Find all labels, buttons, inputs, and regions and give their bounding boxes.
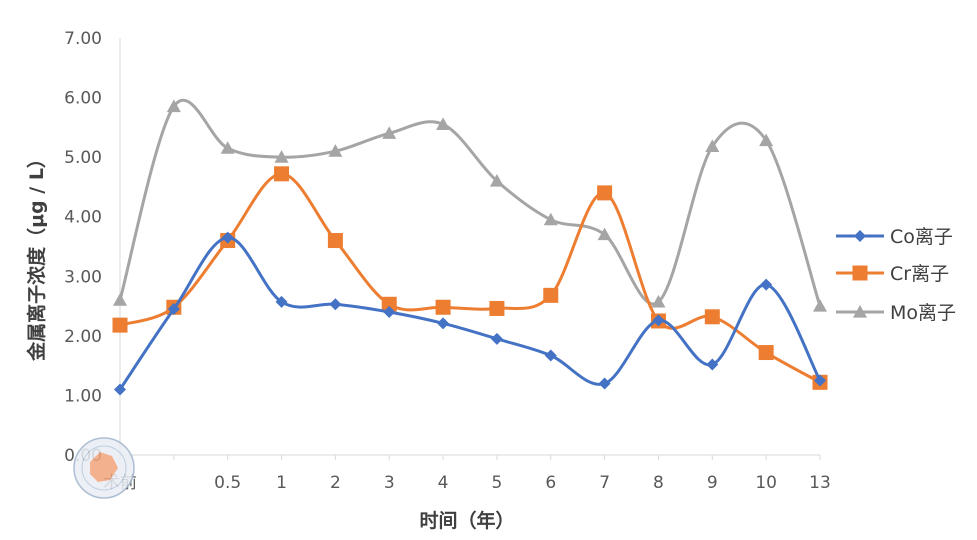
data-point <box>166 99 181 113</box>
x-tick-label: 7 <box>599 473 610 493</box>
x-tick-label: 2 <box>330 473 341 493</box>
x-tick-label: 8 <box>653 473 664 493</box>
series-1 <box>114 231 826 396</box>
series-2 <box>112 166 828 390</box>
x-tick-label: 3 <box>384 473 395 493</box>
x-tick-label: 4 <box>438 473 449 493</box>
data-point <box>490 332 503 345</box>
data-point <box>813 299 827 312</box>
data-point <box>652 314 665 327</box>
data-point <box>275 295 288 308</box>
data-point <box>543 287 559 303</box>
data-point <box>758 345 774 361</box>
x-axis-title: 时间（年） <box>419 509 514 532</box>
data-point <box>814 374 826 387</box>
x-tick-label: 0.5 <box>214 473 241 493</box>
data-point <box>489 300 505 316</box>
legend-label: Co离子 <box>890 226 953 248</box>
legend-marker <box>852 265 868 281</box>
data-point <box>329 298 342 311</box>
x-tick-label: 6 <box>545 473 556 493</box>
chart-axes <box>119 38 821 460</box>
series-line <box>118 98 822 307</box>
y-tick-label: 2.00 <box>64 327 102 347</box>
y-tick-label: 6.00 <box>64 89 102 109</box>
data-point <box>489 173 504 187</box>
data-point <box>436 117 451 130</box>
data-point <box>113 293 127 306</box>
data-point <box>274 166 290 182</box>
data-point <box>381 296 397 312</box>
y-tick-label: 4.00 <box>64 208 102 228</box>
legend-marker <box>854 230 866 242</box>
legend: Co离子 Cr离子 Mo离子 <box>836 226 956 324</box>
y-tick-label: 1.00 <box>64 386 102 406</box>
legend-item: Mo离子 <box>836 302 956 324</box>
series-layer <box>112 98 828 396</box>
y-tick-label: 3.00 <box>64 267 102 287</box>
data-point <box>274 150 289 163</box>
data-point <box>598 377 611 390</box>
y-axis-title: 金属离子浓度（μg / L） <box>25 149 48 362</box>
series-3 <box>113 98 827 312</box>
data-point <box>437 317 450 330</box>
data-point <box>706 358 719 371</box>
data-point <box>328 144 343 157</box>
data-point <box>112 317 128 333</box>
y-tick-labels: 0.001.002.003.004.005.006.007.00 <box>64 29 102 466</box>
legend-marker <box>853 305 867 318</box>
legend-label: Cr离子 <box>890 263 949 285</box>
data-point <box>704 309 720 325</box>
data-point <box>597 185 613 201</box>
data-point <box>435 299 451 315</box>
data-point <box>167 303 180 316</box>
data-point <box>327 233 343 249</box>
legend-item: Co离子 <box>836 226 953 248</box>
legend-label: Mo离子 <box>890 302 956 324</box>
data-point <box>382 126 397 139</box>
data-point <box>760 278 773 291</box>
data-point <box>114 383 126 396</box>
x-tick-label: 1 <box>276 473 287 493</box>
x-tick-label: 10 <box>755 473 777 493</box>
legend-item: Cr离子 <box>836 263 949 285</box>
x-tick-label: 5 <box>492 473 503 493</box>
series-line <box>119 172 821 384</box>
y-tick-label: 7.00 <box>64 29 102 49</box>
x-tick-label: 13 <box>809 473 831 493</box>
data-point <box>220 141 235 154</box>
x-tick-label: 9 <box>707 473 718 493</box>
y-tick-label: 5.00 <box>64 148 102 168</box>
data-point <box>383 306 396 319</box>
data-point <box>705 139 720 153</box>
data-point <box>597 227 612 241</box>
watermark-logo <box>73 437 135 499</box>
data-point <box>221 231 234 244</box>
data-point <box>651 294 666 308</box>
data-point <box>759 133 774 147</box>
data-point <box>544 349 557 362</box>
data-point <box>543 212 558 226</box>
